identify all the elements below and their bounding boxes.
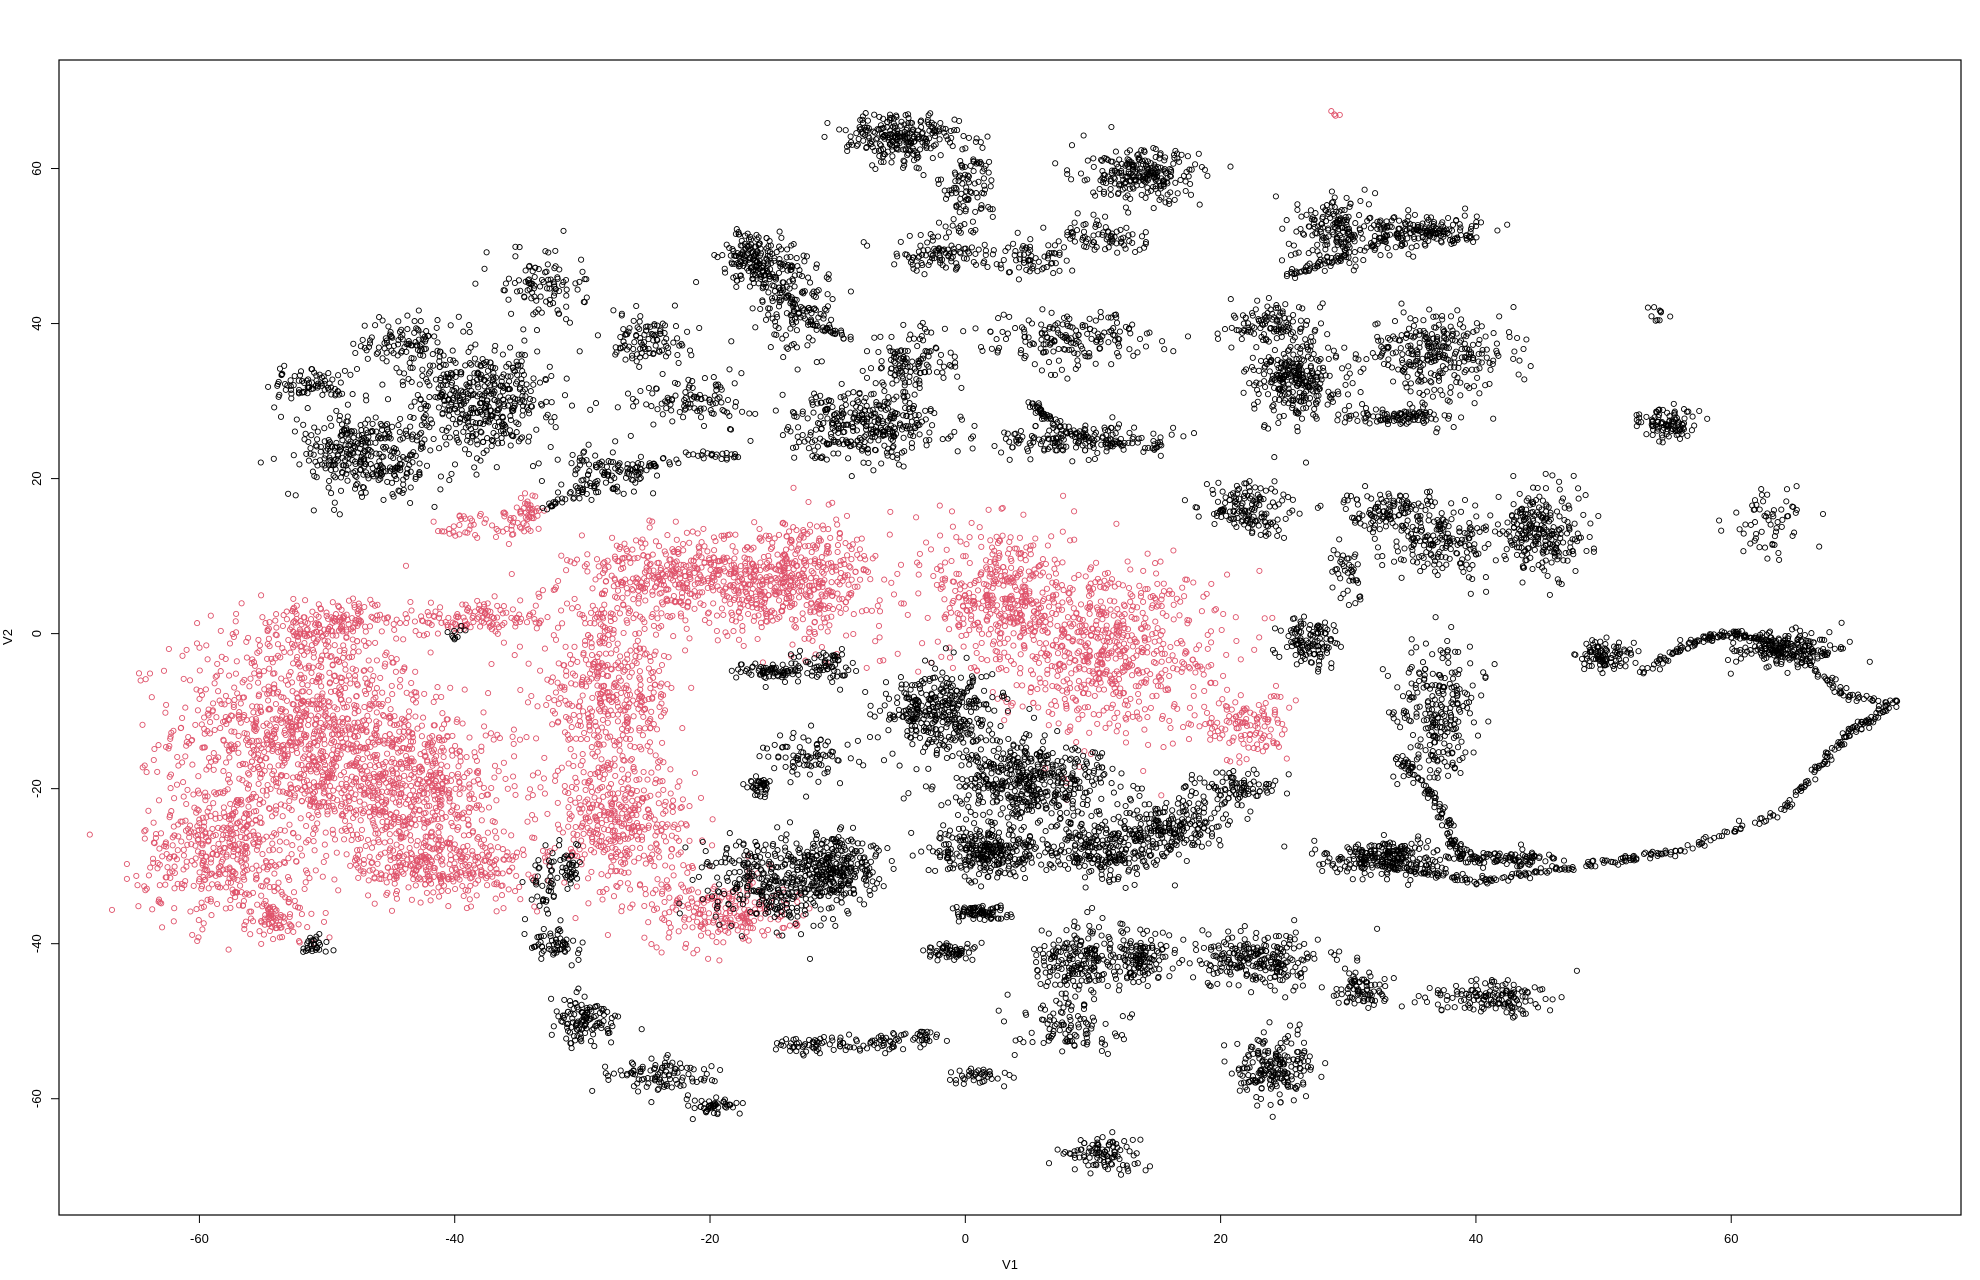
- scatter-plot: -60 -40 -20 0 20 40 60 -60-40-200204060 V1 V2: [0, 0, 1980, 1280]
